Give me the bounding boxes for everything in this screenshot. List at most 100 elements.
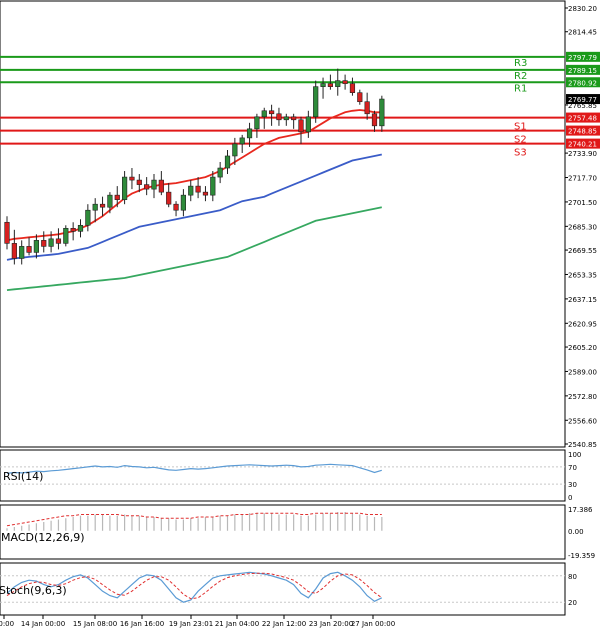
price-tick-label: 2717.70 [568, 175, 597, 183]
price-tick-label: 2556.60 [568, 417, 597, 425]
ma-fast-line [6, 109, 382, 242]
candle-body [107, 194, 113, 208]
price-tick-label: 2669.55 [568, 247, 597, 255]
rsi-line [6, 463, 382, 474]
candle-body [268, 110, 275, 115]
rsi-panel[interactable]: 100 70 30 0 RSI(14) [0, 449, 581, 502]
level-name-s2: S2 [514, 135, 527, 146]
candle-body [217, 167, 223, 178]
ma-mid-line [6, 153, 382, 261]
candle-body [298, 119, 304, 133]
level-name-s3: S3 [514, 148, 527, 159]
candle-body [379, 98, 385, 127]
level-price-label: 2757.48 [568, 115, 597, 123]
price-tick-label: 2733.90 [568, 150, 597, 158]
price-tick-label: 2589.00 [568, 368, 597, 376]
rsi-tick-label: 100 [568, 451, 581, 459]
price-tick-label: 2637.15 [568, 296, 597, 304]
price-tick-label: 2653.35 [568, 271, 597, 279]
macd-tick-label: 17.386 [568, 506, 593, 514]
candle-body [92, 203, 98, 211]
candle-body [335, 80, 341, 87]
macd-frame [0, 504, 566, 560]
candle-body [63, 227, 69, 244]
candle-body [99, 203, 106, 208]
price-tick-label: 2685.30 [568, 223, 597, 231]
macd-label: MACD(12,26,9) [1, 531, 85, 544]
candle-body [202, 191, 209, 196]
candle-body [77, 224, 84, 232]
candle-body [26, 246, 32, 253]
candle-body [342, 80, 348, 84]
stoch-k-line [6, 571, 383, 603]
candle-body [70, 227, 76, 232]
candle-body [166, 191, 172, 205]
candle-body [357, 92, 363, 103]
candle-body [232, 143, 238, 157]
candle-body [114, 194, 120, 200]
candle-body [261, 110, 267, 118]
time-tick-label: 27 Jan 00:00 [351, 620, 395, 628]
candle-body [327, 83, 334, 87]
time-tick-label: 14 Jan 00:00 [21, 620, 65, 628]
macd-panel[interactable]: 17.386 0.00 -19.359 MACD(12,26,9) [0, 504, 595, 560]
candle-body [180, 194, 187, 211]
candle-body [122, 176, 128, 200]
candle-body [195, 185, 201, 193]
level-price-box [566, 125, 600, 136]
candle-body [371, 113, 378, 127]
level-price-label: 2797.79 [568, 54, 597, 62]
candle-body [158, 179, 164, 193]
time-tick-label: 19 Jan 23:01 [169, 620, 213, 628]
price-tick-label: 2765.85 [568, 102, 597, 110]
time-tick-label: 20:00 [0, 620, 14, 628]
candle-body [210, 176, 216, 196]
candle-body [151, 179, 157, 190]
candle-body [313, 86, 319, 118]
level-price-box [566, 51, 600, 62]
candle-body [188, 185, 194, 196]
rsi-frame [0, 449, 566, 502]
rsi-tick-label: 0 [568, 494, 572, 502]
price-tick-label: 2540.85 [568, 441, 597, 449]
level-price-label: 2780.92 [568, 79, 597, 87]
level-price-box [566, 64, 600, 75]
candle-body [48, 238, 54, 247]
candle-body [320, 83, 326, 87]
candle-body [349, 83, 356, 93]
level-price-box [566, 138, 600, 149]
candle-body [129, 176, 135, 181]
stoch-frame [0, 562, 566, 616]
price-tick-label: 2830.20 [568, 5, 597, 13]
candle-body [276, 113, 282, 121]
stoch-tick-label: 80 [568, 573, 577, 581]
level-price-box [566, 112, 600, 123]
price-panel[interactable]: 2830.20 2814.45 2765.85 2733.90 2717.70 2701.… [0, 0, 600, 449]
stoch-panel[interactable]: 80 20 Stoch(9,6,3) [0, 562, 577, 616]
main-frame [0, 0, 566, 448]
stoch-d-line [6, 572, 383, 600]
price-tick-label: 2701.50 [568, 199, 597, 207]
time-tick-label: 15 Jan 08:00 [73, 620, 117, 628]
candle-body [246, 128, 253, 139]
time-tick-label: 21 Jan 04:00 [215, 620, 259, 628]
candle-body [85, 209, 91, 226]
price-tick-label: 2814.45 [568, 29, 597, 37]
price-tick-label: 2572.80 [568, 393, 597, 401]
macd-tick-label: -19.359 [568, 552, 595, 560]
level-price-box [566, 77, 600, 88]
price-tick-label: 2620.95 [568, 320, 597, 328]
level-name-r1: R1 [514, 83, 527, 94]
level-price-label: 2789.15 [568, 67, 597, 75]
candle-body [305, 116, 311, 133]
candle-body [173, 203, 179, 211]
rsi-label: RSI(14) [3, 470, 43, 483]
candle-body [291, 116, 297, 121]
candle-body [144, 184, 150, 190]
rsi-tick-label: 70 [568, 464, 577, 472]
candle-body [55, 238, 62, 244]
level-name-r3: R3 [514, 58, 527, 69]
last-price-box [566, 94, 600, 105]
